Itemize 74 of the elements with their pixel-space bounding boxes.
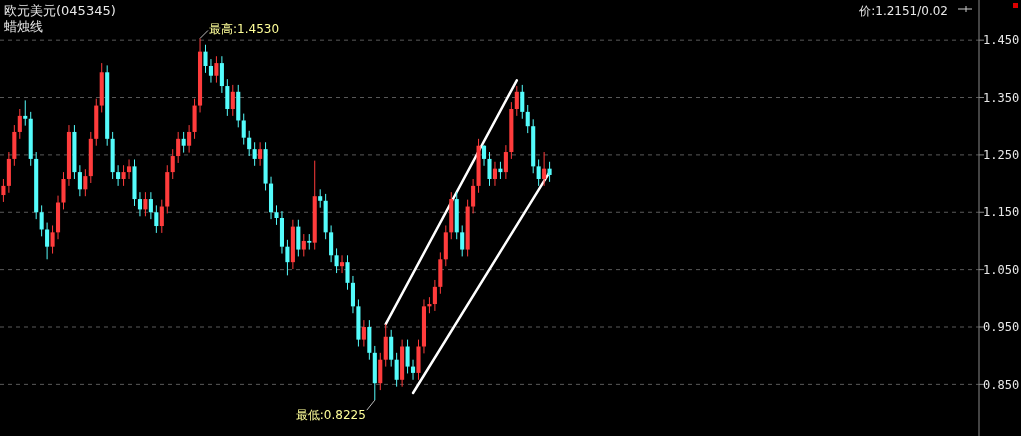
annotation: 最低:0.8225 xyxy=(295,408,366,423)
candlestick xyxy=(219,55,224,94)
candlestick xyxy=(410,359,416,381)
candlestick xyxy=(148,191,153,220)
candlestick xyxy=(61,171,66,210)
candlestick xyxy=(203,44,208,74)
candlestick xyxy=(471,178,476,214)
candlestick xyxy=(170,148,175,180)
candlestick xyxy=(329,224,334,263)
candlestick xyxy=(536,158,541,187)
candlestick xyxy=(394,352,399,388)
annotation: 最高:1.4530 xyxy=(209,22,280,37)
candlestick xyxy=(503,144,508,180)
candlestick xyxy=(432,279,437,312)
candlestick xyxy=(83,168,88,197)
candlestick xyxy=(547,161,552,183)
y-tick-label: 1.350 xyxy=(983,90,1020,105)
candlestick xyxy=(350,275,356,314)
candlestick xyxy=(296,219,301,257)
candlestick xyxy=(181,131,186,154)
candlestick xyxy=(45,222,50,260)
candlestick xyxy=(17,108,22,140)
y-tick-label: 1.150 xyxy=(983,205,1020,220)
candlestick xyxy=(258,141,263,167)
candlestick xyxy=(301,233,306,257)
candlestick xyxy=(116,164,121,187)
y-tick-label: 1.250 xyxy=(983,148,1020,163)
candlestick xyxy=(137,191,142,217)
candlestick xyxy=(492,161,498,187)
y-tick-label: 0.950 xyxy=(983,320,1020,335)
candlestick xyxy=(230,84,235,117)
candlestick xyxy=(460,224,465,257)
candlestick xyxy=(126,158,132,180)
chart-title: 欧元美元(045345) xyxy=(4,3,116,18)
candlestick xyxy=(77,164,82,197)
candlestick xyxy=(339,254,345,274)
candlestick xyxy=(187,124,192,154)
candlestick xyxy=(121,164,126,187)
y-tick-label: 1.050 xyxy=(983,262,1020,277)
candlestick xyxy=(241,113,246,146)
candlestick xyxy=(176,131,181,164)
text: 蜡烛线 xyxy=(4,19,43,34)
candlestick xyxy=(307,233,312,251)
candlestick xyxy=(520,84,525,120)
candlestick xyxy=(39,204,44,237)
candlestick xyxy=(345,254,350,291)
candlestick xyxy=(285,239,290,276)
candlestick xyxy=(252,141,257,167)
candlestick xyxy=(143,191,148,217)
candlestick xyxy=(405,339,410,374)
candlestick xyxy=(1,178,6,203)
y-tick-label: 0.850 xyxy=(983,377,1020,392)
candlestick xyxy=(159,199,164,234)
candlestick xyxy=(487,151,492,187)
candlestick xyxy=(225,78,230,117)
candlestick xyxy=(389,329,394,368)
candlestick xyxy=(247,130,252,157)
candlestick xyxy=(23,99,28,127)
candlestick xyxy=(50,224,55,255)
candlestick xyxy=(481,144,487,167)
annotation: 价:1.2151/0.02 xyxy=(858,4,948,18)
candlestick xyxy=(383,323,388,368)
candlestick xyxy=(334,247,339,274)
candlestick xyxy=(154,204,159,234)
candlestick xyxy=(214,55,219,84)
candlestick xyxy=(525,104,530,134)
candlestick xyxy=(318,188,323,209)
candlestick xyxy=(208,58,213,84)
candlestick xyxy=(542,151,547,187)
candlestick xyxy=(361,319,366,348)
candlestick xyxy=(514,85,519,117)
y-tick-label: 1.450 xyxy=(983,33,1020,48)
candlestick xyxy=(274,204,279,226)
candlestick xyxy=(378,352,383,391)
